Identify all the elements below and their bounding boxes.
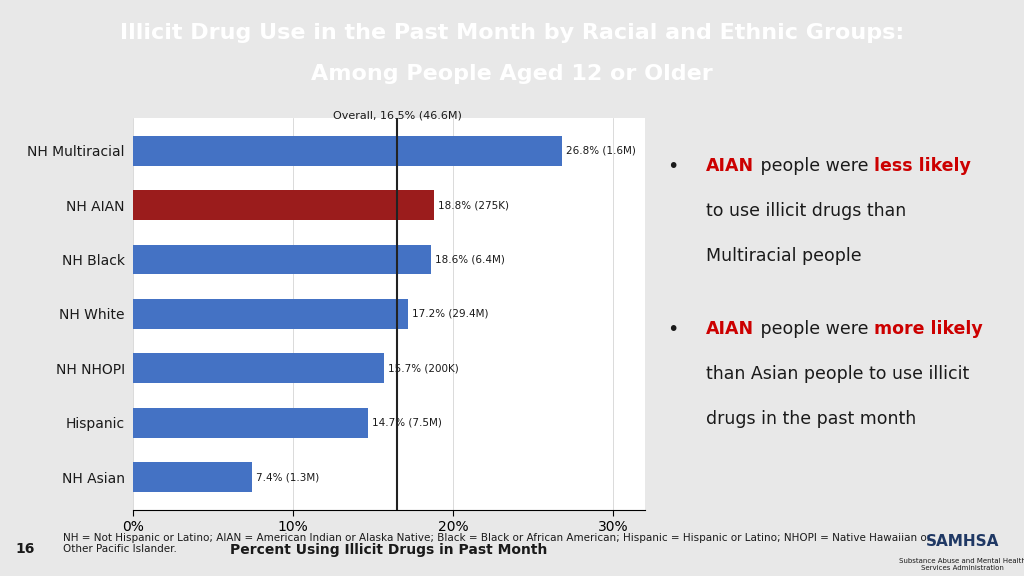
Text: 15.7% (200K): 15.7% (200K) <box>388 363 459 373</box>
Bar <box>133 353 384 383</box>
Bar <box>133 190 434 220</box>
Text: Substance Abuse and Mental Health
Services Administration: Substance Abuse and Mental Health Servic… <box>899 558 1024 571</box>
Text: more likely: more likely <box>873 320 982 338</box>
X-axis label: Percent Using Illicit Drugs in Past Month: Percent Using Illicit Drugs in Past Mont… <box>230 543 548 556</box>
Text: 14.7% (7.5M): 14.7% (7.5M) <box>373 418 442 428</box>
Text: Illicit Drug Use in the Past Month by Racial and Ethnic Groups:: Illicit Drug Use in the Past Month by Ra… <box>120 23 904 43</box>
Text: NH = Not Hispanic or Latino; AIAN = American Indian or Alaska Native; Black = Bl: NH = Not Hispanic or Latino; AIAN = Amer… <box>63 533 931 554</box>
Text: •: • <box>668 320 679 339</box>
Text: 7.4% (1.3M): 7.4% (1.3M) <box>256 472 318 482</box>
Text: to use illicit drugs than: to use illicit drugs than <box>707 202 906 220</box>
Text: Overall, 16.5% (46.6M): Overall, 16.5% (46.6M) <box>333 111 462 121</box>
Text: 26.8% (1.6M): 26.8% (1.6M) <box>566 146 636 156</box>
Text: SAMHSA: SAMHSA <box>926 534 999 549</box>
Text: drugs in the past month: drugs in the past month <box>707 410 916 428</box>
Text: less likely: less likely <box>873 157 971 175</box>
Text: 18.8% (275K): 18.8% (275K) <box>438 200 509 210</box>
Text: 17.2% (29.4M): 17.2% (29.4M) <box>413 309 488 319</box>
Text: Multiracial people: Multiracial people <box>707 247 862 266</box>
Bar <box>133 136 562 166</box>
Text: AIAN: AIAN <box>707 157 755 175</box>
Text: •: • <box>668 157 679 176</box>
Text: 16: 16 <box>15 542 35 556</box>
Bar <box>133 408 369 438</box>
Text: 18.6% (6.4M): 18.6% (6.4M) <box>435 255 505 264</box>
Text: people were: people were <box>755 157 873 175</box>
Text: people were: people were <box>755 320 873 338</box>
Text: Among People Aged 12 or Older: Among People Aged 12 or Older <box>311 64 713 84</box>
Bar <box>133 462 252 492</box>
Bar <box>133 245 431 275</box>
Bar <box>133 299 409 329</box>
Text: than Asian people to use illicit: than Asian people to use illicit <box>707 365 970 383</box>
Text: AIAN: AIAN <box>707 320 755 338</box>
